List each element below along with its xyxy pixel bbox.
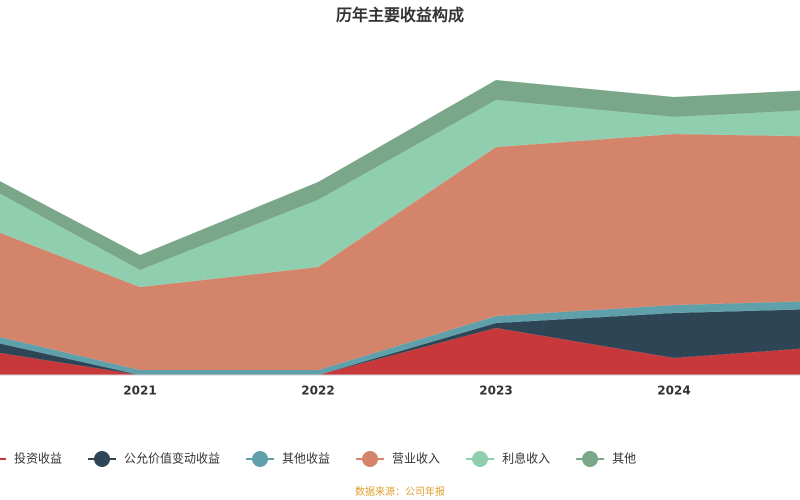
legend-marker xyxy=(582,451,599,467)
x-tick-label: 2023 xyxy=(479,384,512,398)
chart-title: 历年主要收益构成 xyxy=(336,6,464,25)
legend-label: 公允价值变动收益 xyxy=(124,451,220,466)
x-tick-label: 2024 xyxy=(657,384,690,398)
legend-marker xyxy=(252,451,269,467)
area xyxy=(0,301,800,375)
area xyxy=(0,100,800,287)
area xyxy=(0,328,800,375)
legend-label: 投资收益 xyxy=(14,451,62,466)
area xyxy=(0,134,800,370)
legend-marker xyxy=(94,451,111,467)
x-tick-label: 2022 xyxy=(301,384,334,398)
legend: 投资收益 公允价值变动收益 其他收益 营业收入 利息收入 其他 xyxy=(0,451,636,467)
legend-label: 其他 xyxy=(612,452,636,466)
area xyxy=(0,80,800,270)
area xyxy=(0,309,800,375)
legend-label: 利息收入 xyxy=(502,451,550,466)
x-tick-label: 2021 xyxy=(123,384,156,398)
legend-label: 营业收入 xyxy=(392,452,440,466)
source-note: 数据来源：公司年报 xyxy=(355,485,445,498)
legend-marker xyxy=(362,451,379,467)
legend-marker xyxy=(472,451,489,467)
legend-label: 其他收益 xyxy=(282,452,330,466)
plot-area: 2021 2022 2023 2024 xyxy=(0,80,800,398)
